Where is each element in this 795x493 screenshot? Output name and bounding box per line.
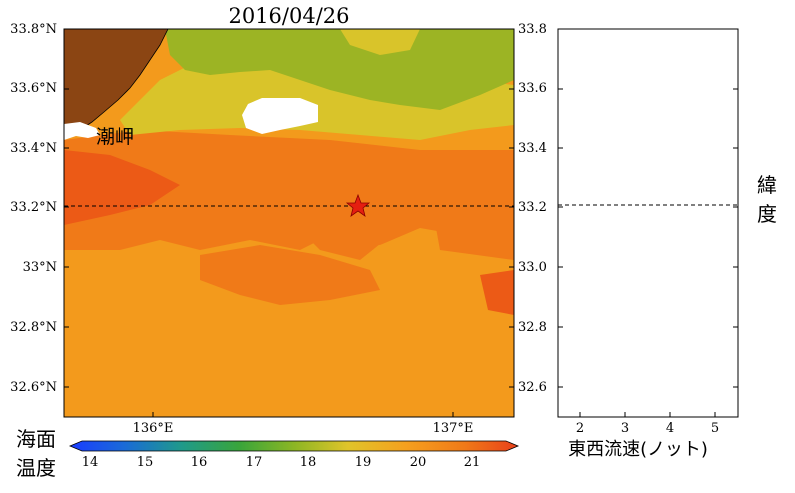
- current-x-tick-label: 4: [666, 421, 674, 436]
- current-x-tick-label: 5: [711, 421, 719, 436]
- map-lon-tick-label: 137°E: [433, 421, 474, 436]
- station-star-marker: [345, 193, 371, 217]
- sst-patch-1: [200, 245, 380, 305]
- current-lat-tick-label: 33.8: [518, 22, 547, 37]
- place-label: 潮岬: [96, 126, 134, 148]
- map-lat-axis: 33.8°N 33.6°N 33.4°N 33.2°N 33°N 32.8°N …: [10, 22, 57, 395]
- colorbar-label-line1: 海面: [16, 427, 56, 451]
- current-x-tick-label: 3: [621, 421, 629, 436]
- current-y-label-line2: 度: [757, 202, 777, 226]
- current-lat-axis: 33.8 33.6 33.4 33.2 33.0 32.8 32.6: [518, 22, 547, 395]
- current-x-label: 東西流速(ノット): [568, 439, 708, 460]
- colorbar-label-line2: 温度: [16, 456, 56, 480]
- map-lat-ticks: [64, 88, 514, 417]
- map-lat-tick-label: 33.8°N: [10, 22, 57, 37]
- sst-patch-4: [430, 190, 514, 260]
- colorbar-tick-label: 20: [410, 455, 427, 470]
- current-y-label-line1: 緯: [757, 173, 777, 197]
- colorbar-ticks: 14 15 16 17 18 19 20 21: [82, 455, 481, 470]
- colorbar-tick-label: 16: [191, 455, 208, 470]
- sst-map: [64, 29, 514, 417]
- sst-yellow-bay: [340, 29, 420, 55]
- figure-title: 2016/04/26: [228, 4, 349, 28]
- current-x-axis: 2 3 4 5: [576, 421, 719, 436]
- map-lat-tick-label: 33°N: [23, 260, 57, 275]
- colorbar-bar: [68, 440, 520, 452]
- current-lat-tick-label: 33.2: [518, 200, 547, 215]
- current-panel-frame: [557, 28, 739, 418]
- colorbar-tick-label: 17: [246, 455, 263, 470]
- sst-cool-green: [165, 29, 514, 110]
- sst-warm-band: [64, 130, 514, 250]
- current-lat-tick-label: 33.0: [518, 260, 547, 275]
- missing-data-patch: [242, 98, 318, 134]
- current-lat-tick-label: 32.8: [518, 320, 547, 335]
- map-lat-tick-label: 33.2°N: [10, 200, 57, 215]
- current-lat-tick-label: 33.4: [518, 141, 547, 156]
- map-lat-tick-label: 32.8°N: [10, 320, 57, 335]
- colorbar: [68, 440, 520, 452]
- colorbar-tick-label: 21: [464, 455, 481, 470]
- map-lat-tick-label: 33.6°N: [10, 81, 57, 96]
- map-lon-tick-label: 136°E: [133, 421, 174, 436]
- current-lat-tick-label: 33.6: [518, 81, 547, 96]
- current-lat-tick-label: 32.6: [518, 380, 547, 395]
- map-lat-tick-label: 33.4°N: [10, 141, 57, 156]
- sst-patch-3: [480, 270, 514, 315]
- coast-gap: [64, 122, 100, 140]
- current-lat-ticks: [558, 88, 738, 417]
- map-frame: [63, 28, 515, 418]
- colorbar-tick-label: 15: [137, 455, 154, 470]
- colorbar-tick-label: 14: [82, 455, 99, 470]
- colorbar-tick-label: 18: [300, 455, 317, 470]
- current-x-tick-label: 2: [576, 421, 584, 436]
- colorbar-tick-label: 19: [355, 455, 372, 470]
- map-lat-tick-label: 32.6°N: [10, 380, 57, 395]
